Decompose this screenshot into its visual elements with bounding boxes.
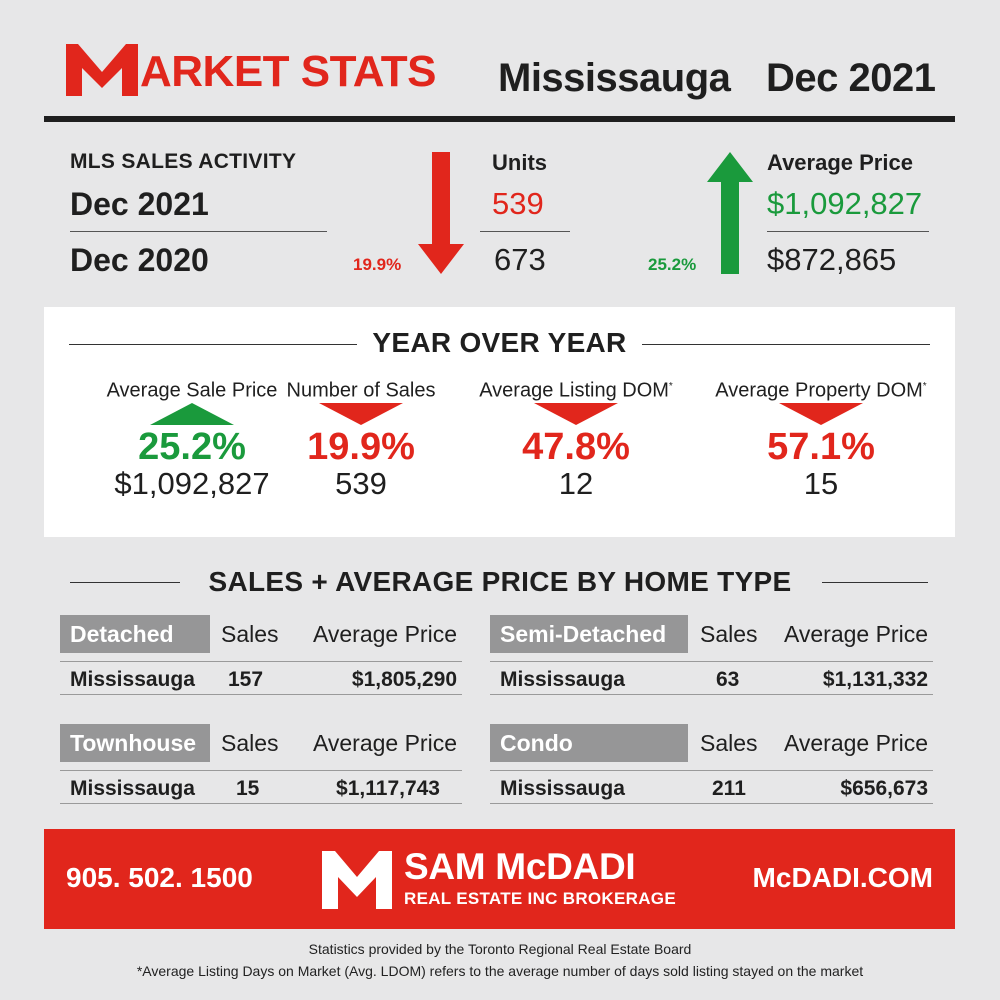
ht-tag: Townhouse [60, 724, 210, 762]
ht-area: Mississauga [70, 668, 195, 691]
price-current: $1,092,827 [767, 186, 923, 221]
ht-avg-price: $1,117,743 [336, 777, 440, 800]
footer-phone[interactable]: 905. 502. 1500 [66, 862, 253, 893]
yoy-pct: 25.2% [138, 426, 246, 468]
source-note: Statistics provided by the Toronto Regio… [308, 941, 692, 957]
yoy-label: Average Sale Price [106, 379, 278, 402]
yoy-label: Number of Sales [286, 379, 436, 402]
triangle-up-icon [150, 403, 234, 425]
units-current: 539 [492, 186, 544, 221]
ht-rule [490, 770, 933, 771]
ht-table-detached: Detached Sales Average Price Mississauga… [60, 615, 462, 695]
units-change: 19.9% [353, 255, 402, 274]
header-divider [44, 116, 955, 122]
ht-sales-header: Sales [221, 621, 279, 647]
yoy-panel: YEAR OVER YEAR Average Sale Price 25.2% … [44, 307, 955, 537]
yoy-title-rule-left [69, 344, 357, 345]
ht-table-townhouse: Townhouse Sales Average Price Mississaug… [60, 724, 462, 804]
yoy-pct: 47.8% [522, 426, 630, 468]
ht-avg-price: $656,673 [840, 777, 928, 800]
header-date: Dec 2021 [766, 56, 936, 100]
yoy-item-number-of-sales: Number of Sales 19.9% 539 [241, 373, 481, 501]
yoy-title: YEAR OVER YEAR [372, 327, 627, 358]
price-change: 25.2% [648, 255, 697, 274]
price-heading: Average Price [767, 150, 913, 175]
yoy-value: 539 [335, 466, 387, 501]
ht-price-header: Average Price [783, 730, 928, 756]
mls-title: MLS SALES ACTIVITY [70, 150, 297, 173]
arrow-down-icon [418, 152, 464, 274]
yoy-item-average-sale-price: Average Sale Price 25.2% $1,092,827 [72, 373, 312, 501]
mls-current-label: Dec 2021 [70, 186, 209, 222]
footer-brand-sub: REAL ESTATE INC BROKERAGE [404, 889, 676, 908]
ht-rule [490, 661, 933, 662]
price-divider [767, 231, 929, 232]
ht-rule [60, 803, 462, 804]
yoy-label: Average Listing DOM* [479, 379, 673, 402]
m-logo-icon [322, 851, 392, 909]
ht-sales-header: Sales [700, 621, 758, 647]
units-divider [480, 231, 570, 232]
ht-rule [60, 694, 462, 695]
ht-sales-header: Sales [221, 730, 279, 756]
ht-tag: Condo [490, 724, 688, 762]
ht-rule [60, 661, 462, 662]
ht-title-rule-right [822, 582, 928, 583]
ht-rule [490, 694, 933, 695]
mls-label-divider [70, 231, 327, 232]
ht-sales-header: Sales [700, 730, 758, 756]
ht-tag: Detached [60, 615, 210, 653]
yoy-value: 12 [558, 466, 594, 501]
ht-price-header: Average Price [312, 730, 457, 756]
ht-sales: 157 [228, 668, 264, 691]
ht-rule [490, 803, 933, 804]
ht-area: Mississauga [500, 777, 625, 800]
yoy-value: $1,092,827 [114, 466, 270, 501]
yoy-title-rule-right [642, 344, 930, 345]
ht-sales: 211 [712, 777, 746, 800]
triangle-down-icon [779, 403, 863, 425]
ht-area: Mississauga [500, 668, 625, 691]
ht-table-semi-detached: Semi-Detached Sales Average Price Missis… [490, 615, 933, 695]
ht-title: SALES + AVERAGE PRICE BY HOME TYPE [208, 566, 792, 597]
ht-area: Mississauga [70, 777, 195, 800]
ht-rule [60, 770, 462, 771]
yoy-label: Average Property DOM* [715, 379, 927, 402]
units-previous: 673 [494, 242, 546, 277]
header-city: Mississauga [498, 56, 731, 100]
units-heading: Units [492, 150, 547, 175]
ldom-note: *Average Listing Days on Market (Avg. LD… [136, 963, 864, 979]
ht-tag: Semi-Detached [490, 615, 688, 653]
ht-price-header: Average Price [312, 621, 457, 647]
triangle-down-icon [319, 403, 403, 425]
ht-title-rule-left [70, 582, 180, 583]
triangle-down-icon [534, 403, 618, 425]
footer-brand-name: SAM McDADI [404, 846, 636, 887]
yoy-item-average-listing-dom: Average Listing DOM* 47.8% 12 [456, 373, 696, 501]
ht-sales: 63 [716, 668, 740, 691]
ht-avg-price: $1,805,290 [351, 668, 457, 691]
brand-title-text: ARKET STATS [140, 47, 436, 96]
mls-previous-label: Dec 2020 [70, 242, 209, 278]
m-logo-icon [66, 44, 138, 96]
yoy-pct: 19.9% [307, 426, 415, 468]
price-previous: $872,865 [767, 242, 897, 277]
footer-banner: 905. 502. 1500 SAM McDADI REAL ESTATE IN… [44, 829, 955, 929]
yoy-pct: 57.1% [767, 426, 875, 468]
ht-avg-price: $1,131,332 [822, 668, 928, 691]
footer-website[interactable]: McDADI.COM [752, 862, 933, 893]
brand-title: ARKET STATS [66, 40, 436, 96]
yoy-value: 15 [803, 466, 839, 501]
arrow-up-icon [707, 152, 753, 274]
ht-price-header: Average Price [783, 621, 928, 647]
ht-sales: 15 [236, 777, 260, 800]
yoy-item-average-property-dom: Average Property DOM* 57.1% 15 [701, 373, 941, 501]
ht-table-condo: Condo Sales Average Price Mississauga 21… [490, 724, 933, 804]
